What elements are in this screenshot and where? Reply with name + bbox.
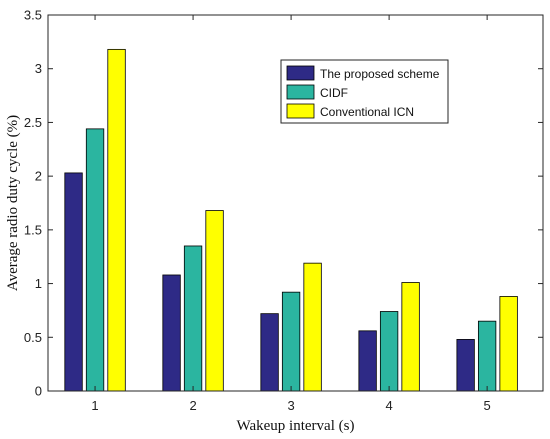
y-tick-label: 2	[35, 169, 42, 184]
bar-3-4	[401, 282, 420, 392]
y-tick-label: 1.5	[24, 222, 42, 237]
bar-2-2	[183, 245, 203, 392]
x-axis-label: Wakeup interval (s)	[237, 418, 355, 434]
x-axis-ticks: 1 2 3 4 5	[91, 15, 491, 413]
bars-layer	[64, 48, 518, 392]
y-tick-label: 3.5	[24, 8, 42, 23]
bar-2-5	[477, 320, 497, 392]
bar-3-5	[499, 296, 518, 392]
bar-1-4	[358, 330, 377, 392]
y-tick-label: 1	[35, 276, 42, 291]
legend-swatch	[286, 65, 315, 81]
y-tick-label: 3	[35, 61, 42, 76]
bar-1-1	[64, 172, 83, 392]
legend: The proposed scheme CIDF Conventional ICN	[280, 59, 449, 124]
plot-frame	[47, 14, 544, 392]
y-tick-label: 0	[35, 384, 42, 399]
y-axis-label: Average radio duty cycle (%)	[5, 115, 21, 291]
x-tick-label: 3	[287, 398, 294, 413]
legend-swatch	[286, 103, 315, 119]
bar-3-3	[303, 262, 322, 392]
y-tick-label: 2.5	[24, 115, 42, 130]
y-tick-label: 0.5	[24, 330, 42, 345]
y-axis-ticks: 0 0.5 1 1.5 2 2.5 3 3.5	[24, 8, 543, 399]
bar-1-2	[162, 274, 181, 392]
legend-label: The proposed scheme	[320, 67, 440, 81]
x-tick-label: 2	[189, 398, 196, 413]
bar-2-4	[379, 311, 399, 392]
bar-1-3	[260, 313, 279, 392]
legend-label: Conventional ICN	[320, 105, 414, 119]
bar-2-1	[85, 128, 105, 392]
bar-2-3	[281, 291, 301, 392]
legend-swatch	[286, 84, 315, 100]
bar-3-1	[107, 48, 126, 392]
bar-1-5	[456, 339, 475, 392]
x-tick-label: 5	[484, 398, 491, 413]
bar-3-2	[205, 210, 224, 392]
x-tick-label: 4	[385, 398, 392, 413]
legend-label: CIDF	[320, 86, 348, 100]
x-tick-label: 1	[91, 398, 98, 413]
